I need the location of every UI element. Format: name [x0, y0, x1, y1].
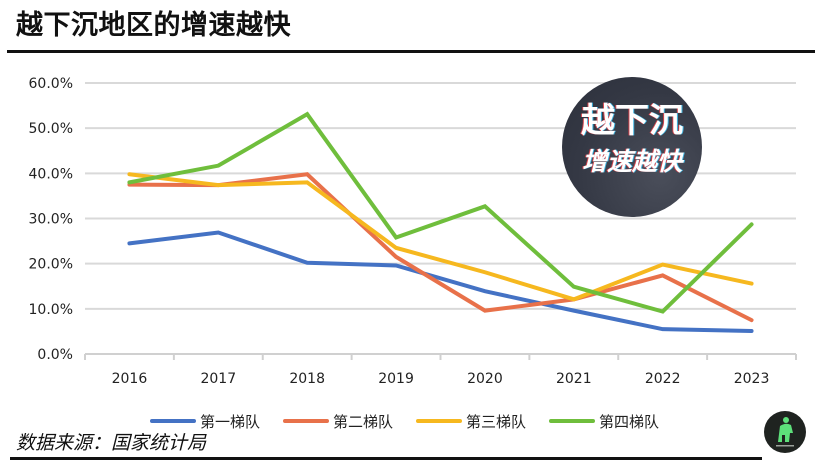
y-axis-ticks: 0.0% 10.0% 20.0% 30.0% 40.0% 50.0% 60.0%: [29, 76, 73, 363]
x-tick-label: 2019: [378, 371, 414, 387]
x-tick-label: 2021: [556, 371, 592, 387]
footer-divider: [10, 457, 762, 460]
y-tick-label: 20.0%: [29, 257, 73, 273]
x-tick-label: 2016: [112, 371, 148, 387]
legend-label: 第四梯队: [599, 413, 659, 431]
y-tick-label: 50.0%: [29, 121, 73, 137]
y-tick-label: 60.0%: [29, 76, 73, 92]
gridlines: [85, 82, 796, 310]
y-tick-label: 0.0%: [37, 347, 73, 363]
headline-badge: 越下沉 增速越快: [562, 77, 702, 217]
title-divider: [7, 50, 815, 53]
x-tick-label: 2023: [734, 371, 770, 387]
badge-title: 越下沉: [581, 101, 683, 141]
y-tick-label: 40.0%: [29, 166, 73, 182]
page-title: 越下沉地区的增速越快: [16, 10, 291, 41]
x-tick-label: 2018: [289, 371, 325, 387]
series-line-3: [127, 172, 754, 302]
badge-subtitle: 增速越快: [581, 147, 682, 176]
series-line-1: [127, 230, 754, 333]
legend: 第一梯队 第二梯队 第三梯队 第四梯队: [150, 413, 659, 431]
series-line-4: [127, 111, 754, 314]
legend-label: 第三梯队: [466, 413, 526, 431]
x-tick-label: 2020: [467, 371, 503, 387]
x-tick-label: 2022: [645, 371, 681, 387]
x-tick-label: 2017: [200, 371, 236, 387]
series-lines: [127, 111, 754, 333]
y-tick-label: 10.0%: [29, 302, 73, 318]
green-figure-logo-icon: [776, 417, 794, 447]
y-tick-label: 30.0%: [29, 212, 73, 228]
x-axis: [84, 353, 797, 360]
x-axis-ticks: 2016 2017 2018 2019 2020 2021 2022 2023: [112, 371, 770, 387]
legend-label: 第一梯队: [200, 413, 260, 431]
data-source: 数据来源：国家统计局: [16, 432, 207, 454]
legend-label: 第二梯队: [333, 413, 393, 431]
brand-logo: [764, 411, 806, 453]
